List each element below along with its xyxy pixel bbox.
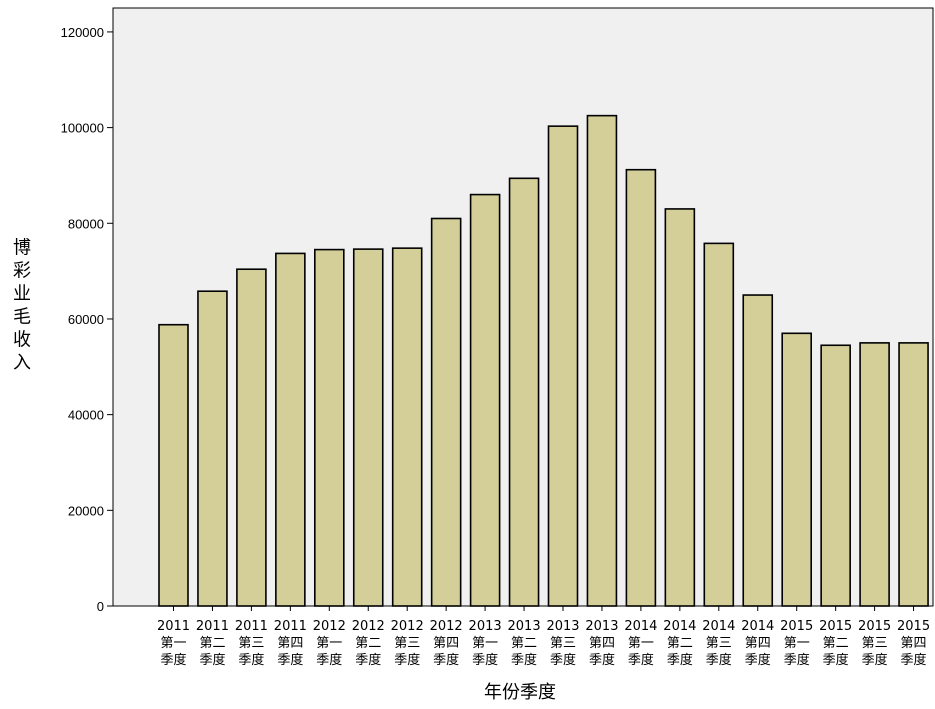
x-axis-title: 年份季度 xyxy=(484,682,556,703)
x-tick-label: 2014 第一季度 xyxy=(624,619,657,668)
x-tick-label: 2013 第四季度 xyxy=(585,619,618,668)
bar xyxy=(625,168,657,607)
x-tick-label: 2013 第三季度 xyxy=(546,619,579,668)
x-tick-label: 2014 第三季度 xyxy=(702,619,735,668)
bar xyxy=(158,323,189,607)
x-tick-label: 2012 第一季度 xyxy=(313,619,346,668)
bar xyxy=(820,344,851,607)
x-tick-label: 2012 第二季度 xyxy=(352,619,385,668)
bar xyxy=(236,268,267,607)
x-tick-label: 2015 第四季度 xyxy=(897,619,930,668)
bar xyxy=(275,252,306,607)
x-tick-label: 2014 第四季度 xyxy=(741,619,774,668)
x-tick-label: 2013 第二季度 xyxy=(508,619,541,668)
x-tick-label: 2011 第二季度 xyxy=(196,619,229,668)
y-tick-label: 20000 xyxy=(68,503,104,518)
x-tick-label: 2012 第四季度 xyxy=(430,619,463,668)
bar xyxy=(664,208,696,607)
x-tick-label: 2013 第一季度 xyxy=(469,619,502,668)
bar xyxy=(508,177,540,607)
x-tick-label: 2011 第三季度 xyxy=(235,619,268,668)
bar xyxy=(391,247,423,607)
bar xyxy=(469,193,501,607)
x-tick-label: 2015 第三季度 xyxy=(858,619,891,668)
x-tick-label: 2012 第三季度 xyxy=(391,619,424,668)
bar xyxy=(352,248,384,607)
x-tick-label: 2011 第四季度 xyxy=(274,619,307,668)
y-tick-label: 0 xyxy=(97,599,104,614)
x-tick-label: 2014 第二季度 xyxy=(663,619,696,668)
x-tick-label: 2015 第二季度 xyxy=(819,619,852,668)
y-axis: 0 20000 40000 60000 80000 100000 120000 xyxy=(61,25,113,614)
bar xyxy=(430,217,462,607)
bar xyxy=(742,294,774,607)
bar xyxy=(781,332,813,607)
y-tick-label: 120000 xyxy=(61,25,104,40)
bar xyxy=(859,342,890,607)
bar xyxy=(898,342,929,607)
bar xyxy=(547,125,579,607)
y-tick-label: 40000 xyxy=(68,408,104,423)
y-axis-title: 博彩业毛收入 xyxy=(13,238,31,374)
bar xyxy=(703,242,735,607)
bar xyxy=(197,290,228,607)
x-tick-label: 2015 第一季度 xyxy=(780,619,813,668)
y-tick-label: 60000 xyxy=(68,312,104,327)
bars xyxy=(158,114,929,607)
y-tick-label: 100000 xyxy=(61,121,104,136)
bar xyxy=(313,248,345,607)
bar xyxy=(586,114,618,607)
y-tick-label: 80000 xyxy=(68,216,104,231)
x-tick-label: 2011 第一季度 xyxy=(157,619,190,668)
